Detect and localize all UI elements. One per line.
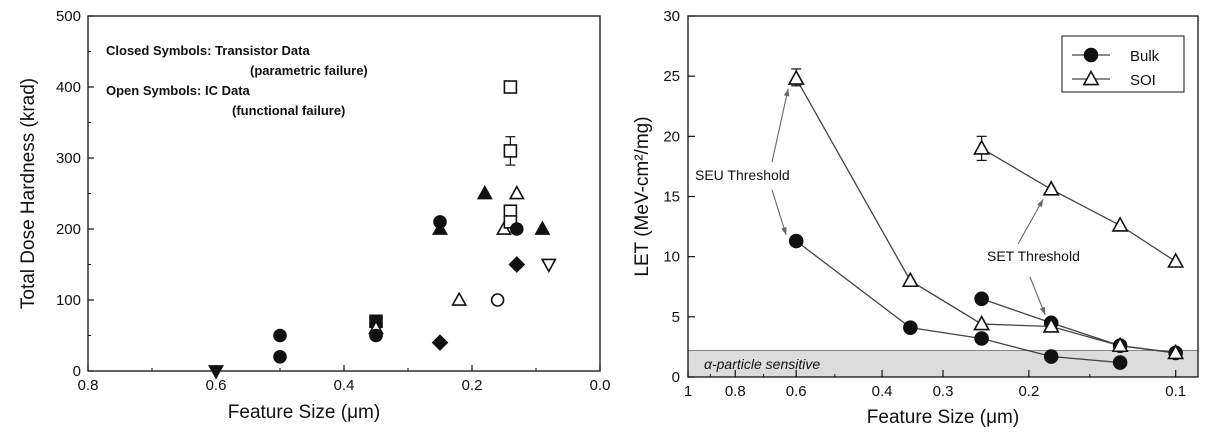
total-dose-chart: 0.8 0.6 0.4 0.2 0.0 0 100 200 300 400 500 Feature S… <box>18 8 610 423</box>
data-point <box>973 139 991 155</box>
arrow-head <box>783 88 790 97</box>
x-axis-label: Feature Size (μm) <box>867 407 1019 428</box>
annotation-arrow <box>1017 199 1044 245</box>
y-tick-label: 15 <box>663 189 680 206</box>
alpha-band-label: α-particle sensitive <box>704 356 820 372</box>
y-tick-label: 200 <box>56 221 81 238</box>
legend-marker-bulk <box>1083 47 1099 63</box>
y-tick-label: 25 <box>663 68 680 85</box>
data-point <box>273 328 287 343</box>
series-line <box>981 147 1177 263</box>
data-point <box>1167 252 1185 268</box>
legend: Bulk SOI <box>1061 35 1185 93</box>
data-point <box>273 349 287 364</box>
data-point <box>787 69 805 85</box>
y-axis-label: Total Dose Hardness (krad) <box>18 78 39 309</box>
data-point <box>534 220 551 235</box>
x-tick-label: 0.6 <box>206 377 227 394</box>
data-point <box>208 365 224 380</box>
arrow-head <box>1039 306 1046 315</box>
y-tick-label: 400 <box>56 79 81 96</box>
data-point <box>1112 355 1128 370</box>
seu-threshold-label: SEU Threshold <box>695 167 790 183</box>
data-point <box>509 222 524 236</box>
data-point <box>508 256 526 273</box>
data-point <box>1043 349 1059 364</box>
x-tick-label: 0.2 <box>462 377 483 394</box>
data-point <box>1111 336 1129 353</box>
annotation-arrow <box>771 189 787 236</box>
data-point <box>901 271 919 288</box>
y-tick-label: 300 <box>56 150 81 167</box>
y-axis-label: LET (MeV-cm²/mg) <box>632 116 653 276</box>
y-tick-label: 20 <box>663 128 680 145</box>
y-tick-label: 0 <box>672 369 680 386</box>
annotation-open-symbols: Open Symbols: IC Data <box>106 83 251 98</box>
series-line <box>981 298 1176 354</box>
x-tick-label: 0.4 <box>872 383 893 400</box>
annotation-arrow <box>771 88 789 163</box>
x-tick-label: 1 <box>684 383 692 400</box>
x-axis-label: Feature Size (μm) <box>228 402 380 423</box>
annotation-parametric-failure: (parametric failure) <box>250 63 368 78</box>
x-tick-label: 0.6 <box>786 383 807 400</box>
set-threshold-label: SET Threshold <box>987 248 1080 264</box>
y-tick-label: 100 <box>56 292 81 309</box>
y-tick-label: 5 <box>672 309 680 326</box>
annotation-closed-symbols: Closed Symbols: Transistor Data <box>106 43 310 58</box>
data-point <box>451 291 468 306</box>
legend-box <box>1061 35 1185 93</box>
data-point <box>1042 317 1060 333</box>
data-point <box>1167 343 1185 360</box>
data-point <box>1111 216 1129 232</box>
annotation-functional-failure: (functional failure) <box>232 103 345 118</box>
data-point <box>503 80 518 94</box>
y-tick-label: 30 <box>663 8 680 25</box>
y-tick-label: 0 <box>73 363 81 380</box>
x-tick-label: 0.8 <box>725 383 746 400</box>
data-point <box>490 293 505 307</box>
x-tick-label: 0.2 <box>1018 383 1039 400</box>
data-point <box>503 144 518 158</box>
series-line <box>795 78 1176 354</box>
data-point <box>369 328 383 343</box>
data-point <box>788 233 804 249</box>
x-tick-label: 0.8 <box>78 377 99 394</box>
data-point <box>540 258 557 274</box>
x-tick-label: 0.3 <box>933 383 954 400</box>
arrow-head <box>1037 199 1044 208</box>
x-tick-label: 0.4 <box>334 377 355 394</box>
data-point <box>974 291 989 307</box>
legend-marker-soi <box>1082 69 1100 86</box>
legend-label-soi: SOI <box>1130 72 1156 89</box>
x-tick-label: 0.0 <box>590 377 611 394</box>
data-point <box>1042 180 1060 196</box>
y-tick-label: 500 <box>56 8 81 25</box>
data-point <box>973 314 991 331</box>
arrow-head <box>781 227 787 236</box>
x-tick-label: 0.1 <box>1165 383 1186 400</box>
let-threshold-chart: α-particle sensitive 1 0.8 0.6 0.4 0.3 0.2 0.1 0… <box>632 8 1199 428</box>
y-tick-label: 10 <box>663 249 680 266</box>
legend-label-bulk: Bulk <box>1130 48 1160 65</box>
data-point <box>903 320 918 335</box>
data-point <box>476 184 493 200</box>
data-point <box>432 220 448 235</box>
data-point <box>431 334 449 351</box>
data-point <box>974 331 989 346</box>
data-point <box>508 184 525 200</box>
